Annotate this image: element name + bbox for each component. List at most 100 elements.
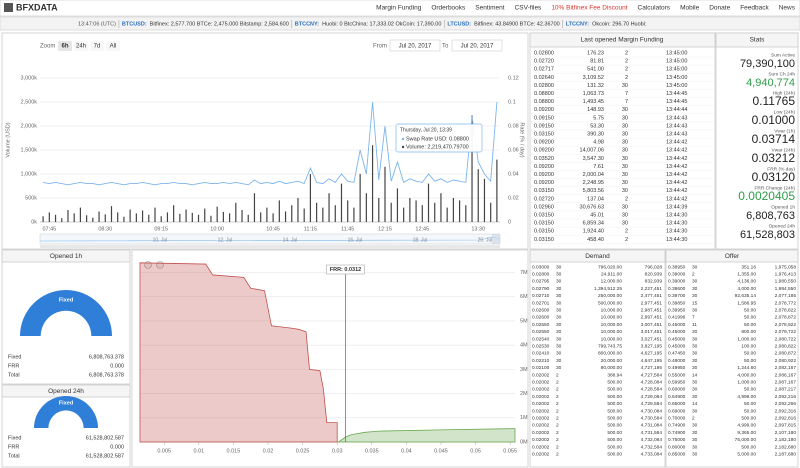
- zoom-button[interactable]: [90, 41, 104, 51]
- book-total: 4,733,084: [641, 451, 663, 457]
- book-total: 3,027,451: [641, 336, 663, 342]
- volume-bar: [247, 214, 249, 222]
- to-date[interactable]: Jul 20, 2017: [461, 44, 494, 50]
- y-tick-label: 1M: [520, 415, 528, 421]
- nav-item[interactable]: News: [779, 5, 796, 12]
- book-amount: 10,000.00: [601, 315, 623, 321]
- volume-bar: [434, 202, 436, 222]
- book-days: 30: [556, 358, 562, 364]
- x-tick-label: 0.01: [193, 448, 204, 454]
- opened-label: Total: [8, 372, 20, 378]
- volume-bar: [228, 213, 231, 222]
- volume-bar: [291, 205, 293, 222]
- book-total: 4,728,584: [641, 387, 663, 393]
- ticker-quotes: Bitfinex: 2,577.700 BTCe: 2,475.000 Bits…: [150, 21, 289, 27]
- book-amount: 10,000.00: [601, 336, 623, 342]
- nav-item[interactable]: Margin Funding: [376, 5, 422, 12]
- opened-1h-panel: [1, 249, 131, 385]
- nav-item[interactable]: Orderbooks: [431, 5, 466, 12]
- ticker-pair: BTCCNY:: [295, 21, 320, 27]
- book-rate: 0.02550: [532, 329, 550, 335]
- logo-icon: [4, 3, 13, 12]
- nav-item[interactable]: CSV-files: [515, 5, 542, 12]
- navigator-label: 20. Jul: [478, 237, 493, 243]
- funding-amount: 53.30: [590, 123, 604, 129]
- volume-bar: [328, 193, 330, 222]
- book-days: 30: [556, 307, 562, 313]
- book-amount: 1,394,512.25: [594, 286, 622, 292]
- funding-days: 30: [622, 180, 628, 186]
- opened-1h-header: [1, 249, 131, 263]
- funding-amount: 176.23: [587, 50, 604, 56]
- navigator-handle[interactable]: [492, 234, 500, 244]
- funding-time: 13:44:30: [666, 237, 687, 243]
- book-amount: 10,000.00: [601, 307, 623, 313]
- zoom-button-label[interactable]: 6h: [61, 44, 68, 50]
- book-total: 796,028: [645, 264, 663, 270]
- zoom-button-label[interactable]: 24h: [76, 44, 86, 50]
- book-total: 4,730,584: [641, 415, 663, 421]
- zoom-button[interactable]: [58, 41, 72, 51]
- book-total: 2,087,167: [775, 379, 797, 385]
- demand-panel: [529, 249, 666, 468]
- zoom-button-label[interactable]: All: [110, 44, 117, 50]
- to-input[interactable]: [451, 39, 503, 52]
- stat-value: 0.03212: [752, 151, 796, 165]
- volume-bar: [297, 198, 299, 222]
- nav-item[interactable]: Calculators: [638, 5, 671, 12]
- y-tick-label: 5M: [520, 318, 528, 324]
- zoom-button[interactable]: [74, 41, 88, 51]
- from-input[interactable]: [389, 39, 441, 52]
- funding-amount: 148.93: [587, 107, 604, 113]
- funding-time: 13:44:42: [666, 156, 687, 162]
- funding-rate: 0.09200: [534, 148, 554, 154]
- stat-label: High (24h): [773, 90, 796, 96]
- nav-item[interactable]: 10% Bitfinex Fee Discount: [551, 5, 627, 12]
- nav-item[interactable]: Sentiment: [475, 5, 504, 12]
- funding-rate: 0.03150: [534, 229, 554, 235]
- y2-tick-label: 0: [508, 219, 511, 225]
- volume-bar: [173, 205, 175, 222]
- volume-bar: [79, 207, 82, 222]
- x-tick-label: 0.03: [332, 448, 343, 454]
- book-amount: 500,000.00: [598, 300, 622, 306]
- funding-time: 13:44:43: [666, 131, 687, 137]
- book-amount: 50.00: [744, 307, 756, 313]
- book-days: 2: [556, 401, 559, 407]
- y-tick-label: 1,500k: [20, 147, 37, 153]
- funding-amount: 2,000.04: [583, 172, 604, 178]
- funding-rate: 0.02640: [534, 75, 554, 81]
- nav-item[interactable]: Donate: [709, 5, 730, 12]
- y-tick-label: 2M: [520, 391, 528, 397]
- book-days: 30: [556, 329, 562, 335]
- zoom-button[interactable]: [106, 41, 120, 51]
- book-total: 4,727,584: [641, 372, 663, 378]
- book-amount: 500.00: [607, 401, 622, 407]
- book-total: 1,980,550: [775, 279, 797, 285]
- book-rate: 0.02002: [532, 408, 550, 414]
- book-total: 4,730,084: [641, 408, 663, 414]
- book-rate: 0.02002: [532, 430, 550, 436]
- book-days: 30: [692, 336, 698, 342]
- nav-item[interactable]: Mobile: [680, 5, 700, 12]
- y-tick-label: 0k: [31, 219, 37, 225]
- book-total: 2,078,822: [775, 307, 797, 313]
- book-days: 2: [556, 387, 559, 393]
- volume-bar: [67, 210, 69, 222]
- y-tick-label: 7M: [520, 270, 528, 276]
- y-tick-label: 1,000k: [20, 171, 37, 177]
- opened-label: Fixed: [8, 435, 21, 441]
- funding-days: 30: [622, 204, 628, 210]
- panel-title: Last opened Margin Funding: [581, 37, 664, 44]
- nav-item[interactable]: Feedback: [740, 5, 769, 12]
- scrollbar[interactable]: [40, 245, 500, 248]
- funding-rate: 0.03150: [534, 131, 554, 137]
- volume-bar: [197, 214, 200, 222]
- from-date[interactable]: Jul 20, 2017: [399, 44, 432, 50]
- from-label: From: [373, 44, 387, 50]
- opened-label: Fixed: [8, 354, 21, 360]
- logo[interactable]: BFXDATA: [16, 2, 58, 12]
- book-rate: 0.85000: [668, 451, 686, 457]
- book-total: 2,092,816: [775, 415, 797, 421]
- zoom-button-label[interactable]: 7d: [94, 44, 101, 50]
